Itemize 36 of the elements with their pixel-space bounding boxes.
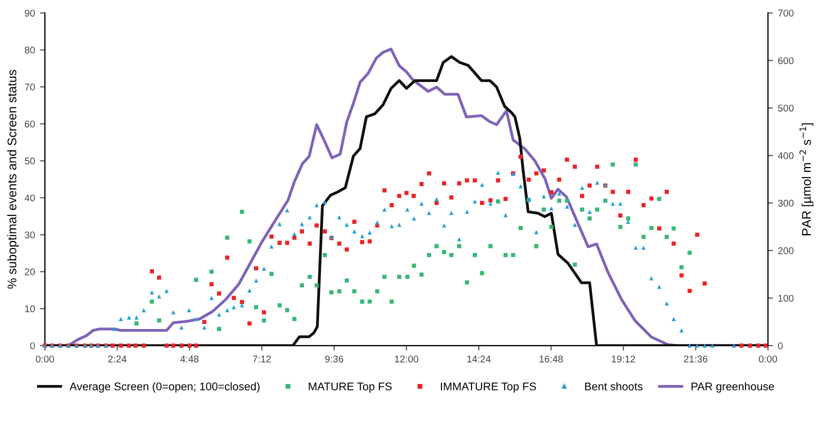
x-tick-label: 21:36 [684, 356, 708, 362]
legend-label: Average Screen (0=open; 100=closed) [70, 382, 260, 393]
x-tick-label: 14:24 [467, 356, 491, 362]
x-tick-label: 0:00 [758, 356, 778, 362]
y-tick-label: 60 [24, 120, 35, 128]
legend-label: Bent shoots [585, 382, 643, 390]
y2-tick-label: 700 [778, 10, 794, 17]
y-tick-label: 20 [24, 268, 35, 276]
y2-tick-label: 600 [778, 57, 794, 64]
y2-tick-label: 300 [778, 200, 794, 207]
y-tick-label: 0 [30, 342, 35, 350]
legend-label: IMMATURE Top FS [440, 382, 536, 393]
y2-tick-label: 500 [778, 104, 794, 112]
x-tick-label: 16:48 [540, 356, 563, 362]
x-tick-label: 9:36 [325, 356, 344, 362]
y-tick-label: 80 [24, 46, 35, 54]
y2-tick-label: 200 [778, 247, 794, 254]
y-tick-label: 90 [24, 10, 35, 17]
y2-tick-label: 0 [778, 342, 783, 350]
legend-label: PAR greenhouse [692, 382, 774, 393]
x-tick-label: 19:12 [612, 356, 636, 362]
legend-label: MATURE Top FS [308, 382, 392, 393]
y2-tick-label: 100 [778, 294, 794, 302]
y-tick-label: 50 [24, 158, 35, 164]
x-tick-label: 7:12 [252, 356, 271, 362]
y2-axis-title: PAR [µmol m$^{−2}$ s$^{−1}$] [799, 123, 814, 236]
x-tick-label: 12:00 [395, 356, 418, 362]
y-tick-label: 30 [24, 231, 35, 238]
y-tick-label: 40 [24, 194, 35, 202]
y2-tick-label: 400 [778, 152, 794, 160]
y-tick-label: 70 [24, 84, 35, 90]
y-tick-label: 10 [25, 305, 35, 312]
x-tick-label: 2:24 [108, 356, 126, 362]
y-axis-title: % suboptimal events and Screen status [7, 70, 19, 289]
x-tick-label: 0:00 [36, 356, 54, 362]
x-tick-label: 4:48 [180, 356, 199, 362]
